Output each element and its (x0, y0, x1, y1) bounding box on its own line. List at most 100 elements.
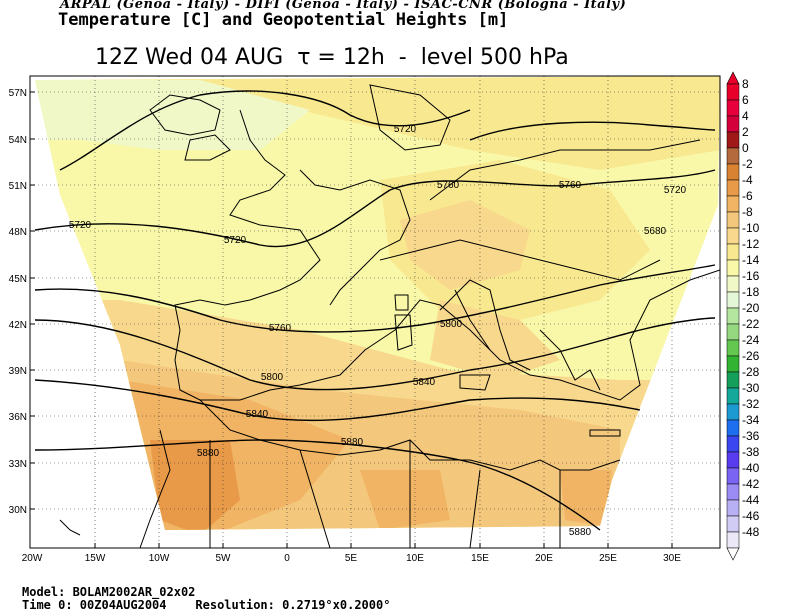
legend-value-label: -46 (742, 509, 760, 523)
credit-line: ARPAL (Genoa - Italy) - DIFI (Genoa - It… (60, 0, 627, 12)
legend-value-label: -16 (742, 269, 760, 283)
legend-value-label: 2 (742, 125, 749, 139)
legend-value-label: -4 (742, 173, 753, 187)
legend-swatch (726, 227, 740, 245)
lon-tick-label: 20W (22, 553, 43, 564)
legend-value-label: -42 (742, 477, 760, 491)
legend-swatch (726, 83, 740, 101)
legend-value-label: -10 (742, 221, 760, 235)
contour-label: 5680 (644, 226, 667, 237)
temperature-field (35, 76, 720, 530)
lon-tick-label: 5W (216, 553, 232, 564)
contour-labels: 5720 5720 5720 5760 5760 5720 5680 5760 … (69, 124, 687, 538)
lon-tick-label: 15W (85, 553, 106, 564)
legend-swatch (726, 275, 740, 293)
legend-swatch (726, 499, 740, 517)
contour-label: 5880 (197, 448, 220, 459)
legend-value-label: 8 (742, 77, 749, 91)
legend-swatch (726, 515, 740, 533)
chart-subtitle: Temperature [C] and Geopotential Heights… (58, 10, 509, 30)
legend-value-label: -20 (742, 301, 760, 315)
map-title: 12Z Wed 04 AUG τ = 12h - level 500 hPa (95, 45, 569, 70)
contour-label: 5760 (559, 180, 582, 191)
lat-tick-label: 42N (9, 320, 27, 331)
legend-swatch (726, 99, 740, 117)
legend-swatch (726, 291, 740, 309)
legend-swatch (726, 131, 740, 149)
legend-swatch (726, 243, 740, 261)
legend-value-label: -24 (742, 333, 760, 347)
legend-swatch (726, 483, 740, 501)
legend-value-label: -2 (742, 157, 753, 171)
map-frame (29, 75, 721, 549)
contour-label: 5720 (224, 235, 247, 246)
legend-value-label: -6 (742, 189, 753, 203)
lon-tick-label: 10E (406, 553, 424, 564)
lat-tick-label: 54N (9, 135, 27, 146)
legend-swatch (726, 339, 740, 357)
lon-tick-label: 25E (599, 553, 617, 564)
legend-value-label: -14 (742, 253, 760, 267)
legend-swatch (726, 323, 740, 341)
legend-value-label: -8 (742, 205, 753, 219)
legend-value-label: -30 (742, 381, 760, 395)
legend-swatch (726, 179, 740, 197)
time-resolution-caption: Time 0: 00Z04AUG2004 Resolution: 0.2719°… (22, 598, 391, 612)
legend-swatch (726, 163, 740, 181)
lat-tick-label: 39N (9, 366, 27, 377)
legend-swatch (726, 403, 740, 421)
legend-value-label: -36 (742, 429, 760, 443)
legend-value-label: 4 (742, 109, 749, 123)
lat-tick-label: 51N (9, 181, 27, 192)
lat-tick-label: 48N (9, 227, 27, 238)
contour-label: 5720 (394, 124, 417, 135)
legend-value-label: -38 (742, 445, 760, 459)
legend-value-label: 6 (742, 93, 749, 107)
longitude-labels: 20W 15W 10W 5W 0 5E 10E 15E 20E 25E 30E (22, 553, 682, 564)
legend-swatch (726, 451, 740, 469)
lat-tick-label: 45N (9, 274, 27, 285)
legend-value-label: -40 (742, 461, 760, 475)
legend-swatch (726, 355, 740, 373)
model-caption: Model: BOLAM2002AR_02x02 (22, 585, 196, 599)
lon-tick-label: 0 (284, 553, 290, 564)
legend-swatch (726, 211, 740, 229)
contour-label: 5760 (269, 323, 292, 334)
lat-tick-label: 33N (9, 459, 27, 470)
lat-tick-label: 57N (9, 88, 27, 99)
lat-tick-label: 30N (9, 505, 27, 516)
legend-swatch (726, 307, 740, 325)
legend-value-label: -22 (742, 317, 760, 331)
lon-tick-label: 20E (535, 553, 553, 564)
contour-label: 5760 (437, 180, 460, 191)
legend-swatch (726, 419, 740, 437)
legend-value-label: -44 (742, 493, 760, 507)
contour-label: 5800 (261, 372, 284, 383)
legend-swatch (726, 387, 740, 405)
legend-swatch (726, 147, 740, 165)
latitude-labels: 57N 54N 51N 48N 45N 42N 39N 36N 33N 30N (9, 88, 27, 516)
legend-value-label: 0 (742, 141, 749, 155)
legend-swatch (726, 371, 740, 389)
legend-swatch (726, 115, 740, 133)
legend-value-label: -26 (742, 349, 760, 363)
contour-label: 5880 (569, 527, 592, 538)
lon-tick-label: 15E (471, 553, 489, 564)
legend-swatch (726, 195, 740, 213)
legend-swatch (726, 531, 740, 549)
legend-value-label: -32 (742, 397, 760, 411)
legend-value-label: -18 (742, 285, 760, 299)
coastlines (59, 84, 720, 548)
lon-tick-label: 10W (149, 553, 170, 564)
legend-value-label: -48 (742, 525, 760, 539)
lon-tick-label: 5E (345, 553, 358, 564)
legend-value-label: -12 (742, 237, 760, 251)
contour-label: 5840 (413, 377, 436, 388)
legend-swatch (726, 259, 740, 277)
lat-tick-label: 36N (9, 412, 27, 423)
height-contours (34, 90, 716, 531)
contour-label: 5880 (341, 437, 364, 448)
gridlines (30, 76, 720, 548)
legend-swatch (726, 467, 740, 485)
